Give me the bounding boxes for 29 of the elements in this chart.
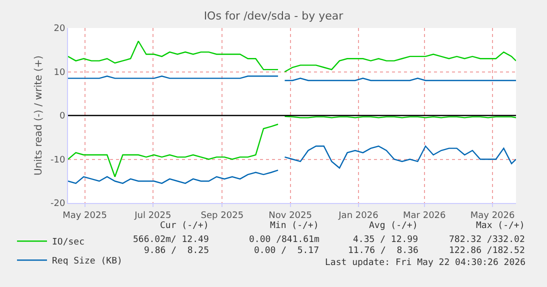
text: 122.86 /182.52 — [449, 246, 525, 256]
x-tick-label: Nov 2025 — [268, 210, 312, 221]
text: 4.35 / 12.99 — [353, 235, 418, 245]
y-tick-label: -20 — [50, 199, 66, 210]
x-tick-label: Jul 2025 — [134, 210, 172, 221]
text: Cur (-/+) — [160, 221, 209, 231]
text: 9.86 / 8.25 — [144, 246, 210, 256]
legend-label: IO/sec — [52, 238, 85, 248]
x-tick-label: May 2025 — [62, 210, 107, 221]
text: Avg (-/+) — [369, 221, 418, 231]
x-tick-label: Mar 2026 — [403, 210, 446, 221]
text: 0.00 /841.61m — [249, 235, 320, 245]
y-tick-label: 0 — [59, 112, 66, 122]
x-tick-label: Sep 2025 — [200, 210, 244, 221]
y-tick-label: -10 — [50, 155, 66, 166]
y-axis-title: Units read (-) / write (+) — [33, 55, 44, 176]
y-tick-label: 10 — [54, 68, 66, 78]
legend-label: Req Size (KB) — [52, 256, 122, 267]
y-tick-label: 20 — [54, 24, 66, 34]
text: Max (-/+) — [476, 221, 525, 231]
text: 11.76 / 8.36 — [348, 246, 418, 256]
text: 0.00 / 5.17 — [254, 246, 320, 256]
x-tick-label: Jan 2026 — [338, 210, 379, 221]
text: 566.02m/ 12.49 — [133, 235, 209, 245]
text: Last update: Fri May 22 04:30:26 2026 — [325, 258, 526, 268]
text: Min (-/+) — [270, 221, 319, 231]
x-tick-label: May 2026 — [470, 210, 515, 221]
chart-title: IOs for /dev/sda - by year — [204, 10, 344, 23]
text: 782.32 /332.02 — [449, 235, 525, 245]
